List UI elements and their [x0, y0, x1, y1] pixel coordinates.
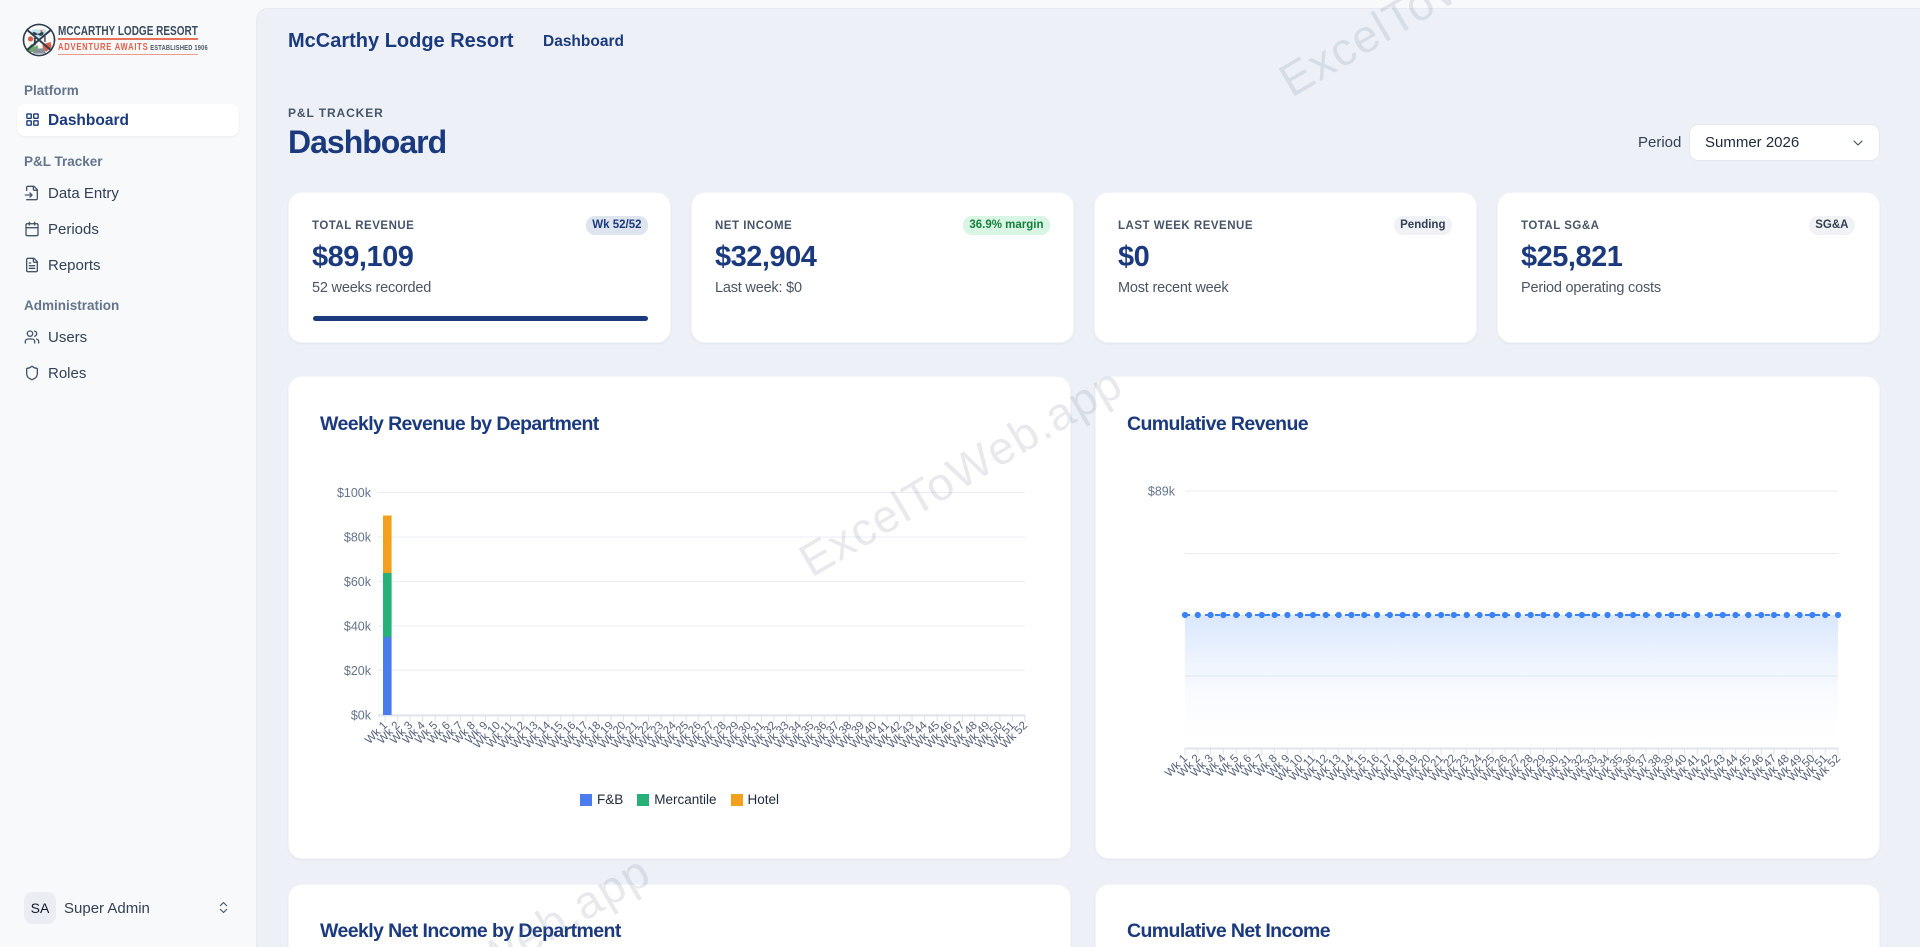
svg-text:$80k: $80k: [344, 531, 372, 545]
svg-text:$89k: $89k: [1148, 485, 1176, 499]
svg-text:$60k: $60k: [344, 575, 372, 589]
svg-text:$100k: $100k: [337, 486, 372, 500]
svg-text:$0k: $0k: [351, 708, 372, 722]
svg-text:$20k: $20k: [344, 664, 372, 678]
svg-text:$40k: $40k: [344, 619, 372, 633]
